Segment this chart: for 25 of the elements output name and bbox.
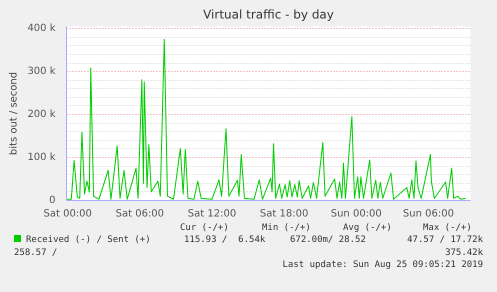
text: 47.57 / 17.72k xyxy=(407,234,483,246)
y-tick-label: 300 k xyxy=(27,66,56,78)
x-tick-label: Sat 18:00 xyxy=(260,208,308,220)
text: Avg (-/+) xyxy=(343,222,392,234)
y-tick-label: 400 k xyxy=(27,23,56,34)
x-tick-label: Sun 06:00 xyxy=(402,208,454,220)
chart-title: Virtual traffic - by day xyxy=(203,8,334,22)
text: Cur (-/+) xyxy=(180,222,229,234)
x-tick-label: Sat 12:00 xyxy=(188,208,236,220)
line-series xyxy=(66,38,466,200)
x-tick-label: Sat 00:00 xyxy=(44,208,92,220)
y-tick-label: 200 k xyxy=(27,109,56,120)
text: Min (-/+) xyxy=(262,222,311,234)
x-tick-label: Sun 00:00 xyxy=(330,208,382,220)
text: Last update: Sun Aug 25 09:05:21 2019 xyxy=(282,259,483,271)
legend-label: Received (-) / Sent (+) xyxy=(25,234,151,246)
y-axis-title: bits out / second xyxy=(8,72,20,156)
x-tick-label: Sat 06:00 xyxy=(116,208,164,220)
y-tick-label: 0 xyxy=(49,195,56,206)
text: Max (-/+) xyxy=(423,222,472,234)
y-tick-label: 100 k xyxy=(27,152,56,164)
text: 672.00m/ 28.52 xyxy=(290,234,366,246)
text: 258.57 / xyxy=(14,247,58,259)
text: 115.93 / 6.54k xyxy=(184,234,266,246)
text: 375.42k xyxy=(445,247,483,259)
